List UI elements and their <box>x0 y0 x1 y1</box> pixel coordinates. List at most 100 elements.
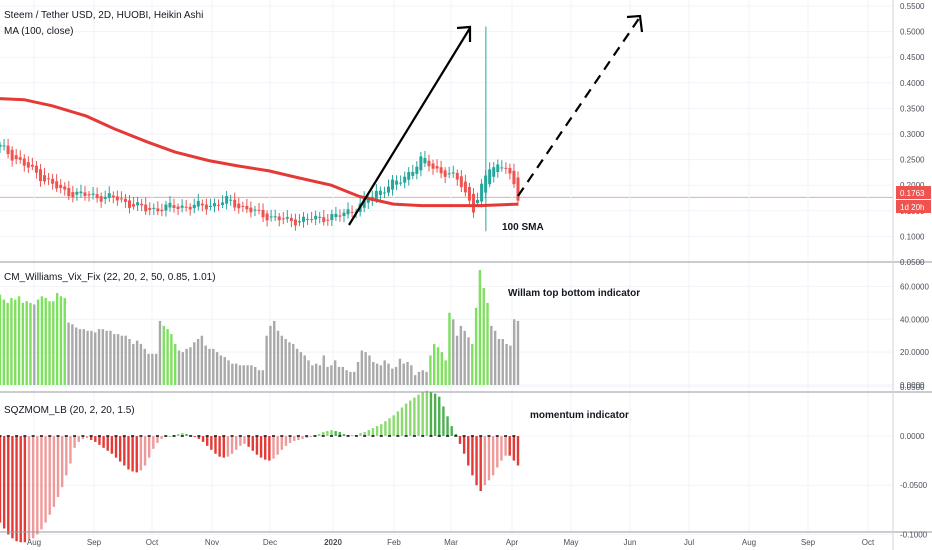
candle-body[interactable] <box>225 196 229 204</box>
candle-body[interactable] <box>249 207 253 213</box>
wvf-bar[interactable] <box>25 301 28 385</box>
momentum-bar[interactable] <box>425 390 429 436</box>
wvf-bar[interactable] <box>14 299 17 385</box>
wvf-bar[interactable] <box>63 297 66 385</box>
candle-body[interactable] <box>200 203 204 206</box>
wvf-bar[interactable] <box>120 335 124 385</box>
candle-body[interactable] <box>407 172 411 180</box>
candle-body[interactable] <box>387 186 390 193</box>
candle-body[interactable] <box>204 204 208 210</box>
wvf-bar[interactable] <box>516 320 520 385</box>
momentum-bar[interactable] <box>309 436 312 437</box>
candle-body[interactable] <box>350 211 354 213</box>
candle-body[interactable] <box>427 160 431 167</box>
wvf-bar[interactable] <box>215 352 219 385</box>
wvf-bar[interactable] <box>311 365 314 385</box>
wvf-bar[interactable] <box>257 370 261 385</box>
candle-body[interactable] <box>34 165 38 173</box>
candle-body[interactable] <box>67 188 71 197</box>
momentum-bar[interactable] <box>384 421 387 436</box>
momentum-bar[interactable] <box>338 432 342 436</box>
momentum-bar[interactable] <box>19 436 22 543</box>
candle-body[interactable] <box>148 207 152 210</box>
wvf-bar[interactable] <box>326 366 329 385</box>
candle-body[interactable] <box>480 183 484 202</box>
candle-body[interactable] <box>334 213 338 218</box>
momentum-bar[interactable] <box>371 428 375 436</box>
wvf-bar[interactable] <box>208 348 211 385</box>
wvf-bar[interactable] <box>162 325 165 385</box>
wvf-bar[interactable] <box>333 360 337 385</box>
momentum-bar[interactable] <box>44 436 47 523</box>
momentum-bar[interactable] <box>131 436 134 472</box>
wvf-bar[interactable] <box>40 296 44 385</box>
wvf-bar[interactable] <box>234 363 238 385</box>
wvf-bar[interactable] <box>97 329 101 385</box>
momentum-bar[interactable] <box>102 436 105 448</box>
candle-body[interactable] <box>132 204 136 207</box>
candle-body[interactable] <box>160 209 164 212</box>
candle-body[interactable] <box>443 170 447 177</box>
candle-body[interactable] <box>362 197 366 208</box>
candle-body[interactable] <box>399 182 403 184</box>
momentum-bar[interactable] <box>143 436 147 466</box>
momentum-bar[interactable] <box>52 436 56 507</box>
wvf-bar[interactable] <box>55 293 59 385</box>
wvf-bar[interactable] <box>353 371 356 385</box>
momentum-bar[interactable] <box>483 436 487 486</box>
momentum-bar[interactable] <box>442 406 445 436</box>
wvf-bar[interactable] <box>204 345 207 385</box>
wvf-bar[interactable] <box>459 325 463 385</box>
wvf-bar[interactable] <box>486 302 489 385</box>
momentum-bar[interactable] <box>152 436 155 449</box>
wvf-bar[interactable] <box>322 355 325 385</box>
candle-body[interactable] <box>338 215 342 217</box>
wvf-bar[interactable] <box>86 330 89 385</box>
wvf-bar[interactable] <box>29 302 32 385</box>
momentum-bar[interactable] <box>293 436 296 441</box>
momentum-bar[interactable] <box>255 436 259 455</box>
wvf-bar[interactable] <box>166 329 169 385</box>
wvf-bar[interactable] <box>394 366 398 385</box>
momentum-bar[interactable] <box>404 403 408 436</box>
momentum-bar[interactable] <box>268 436 271 461</box>
ma-100-line[interactable] <box>0 97 519 208</box>
wvf-bar[interactable] <box>383 360 386 385</box>
momentum-bar[interactable] <box>181 433 184 436</box>
candle-body[interactable] <box>233 199 237 208</box>
candle-body[interactable] <box>237 203 241 209</box>
momentum-bar[interactable] <box>421 391 424 436</box>
momentum-bar[interactable] <box>247 436 250 447</box>
momentum-bar[interactable] <box>147 436 151 458</box>
momentum-bar[interactable] <box>508 436 511 456</box>
wvf-bar[interactable] <box>181 352 185 385</box>
candle-body[interactable] <box>257 209 261 211</box>
momentum-bar[interactable] <box>110 436 114 454</box>
momentum-bar[interactable] <box>450 426 453 436</box>
wvf-bar[interactable] <box>246 365 249 385</box>
momentum-bar[interactable] <box>454 434 458 436</box>
candle-body[interactable] <box>212 203 216 207</box>
momentum-bar[interactable] <box>305 436 308 438</box>
candle-body[interactable] <box>342 212 346 217</box>
momentum-bar[interactable] <box>89 436 93 440</box>
candle-body[interactable] <box>253 209 257 211</box>
momentum-bar[interactable] <box>375 426 379 436</box>
wvf-bar[interactable] <box>116 334 120 385</box>
wvf-bar[interactable] <box>292 343 295 385</box>
candle-body[interactable] <box>374 190 378 199</box>
momentum-bar[interactable] <box>433 393 437 436</box>
wvf-bar[interactable] <box>364 352 367 385</box>
momentum-bar[interactable] <box>81 436 85 439</box>
momentum-bar[interactable] <box>392 415 395 436</box>
momentum-bar[interactable] <box>471 436 474 476</box>
momentum-bar[interactable] <box>475 436 478 486</box>
momentum-bar[interactable] <box>201 436 205 442</box>
wvf-bar[interactable] <box>368 355 371 385</box>
candle-body[interactable] <box>423 158 427 164</box>
candle-body[interactable] <box>140 203 144 206</box>
momentum-bar[interactable] <box>27 436 31 541</box>
momentum-bar[interactable] <box>185 434 188 436</box>
momentum-bar[interactable] <box>284 436 288 446</box>
wvf-bar[interactable] <box>303 355 306 385</box>
